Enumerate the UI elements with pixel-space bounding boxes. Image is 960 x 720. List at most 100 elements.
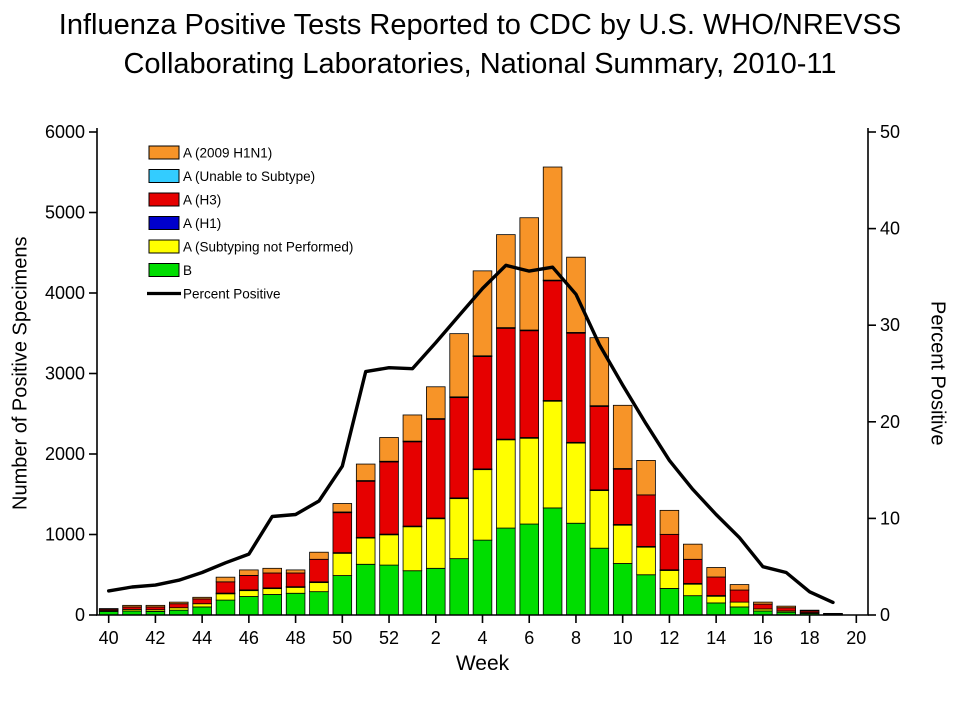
bar-segment — [472, 539, 493, 616]
bar-segment — [753, 603, 773, 610]
bar-segment — [169, 601, 189, 605]
bar-segment — [309, 551, 329, 560]
bar-segment — [636, 574, 656, 616]
bar-segment — [332, 575, 353, 616]
x-tick-label: 20 — [846, 628, 866, 648]
bar-segment — [683, 583, 703, 597]
bar-segment — [402, 414, 423, 442]
bar-segment — [729, 606, 750, 616]
y-left-tick-label: 6000 — [45, 122, 85, 142]
x-tick-label: 44 — [192, 628, 212, 648]
y-right-tick-label: 20 — [880, 412, 900, 432]
bar-segment — [239, 569, 259, 576]
bar-segment — [379, 461, 399, 535]
bar-segment — [472, 468, 493, 541]
y-left-tick-label: 3000 — [45, 364, 85, 384]
bar-segment — [332, 511, 353, 554]
bar-segment — [472, 355, 493, 470]
bar-segment — [169, 603, 189, 609]
bar-segment — [355, 480, 376, 538]
bar-segment — [496, 327, 516, 440]
bar-segment — [636, 546, 656, 576]
x-tick-label: 42 — [145, 628, 165, 648]
y-right-tick-label: 0 — [880, 605, 890, 625]
bar-segment — [612, 404, 633, 469]
bar-segment — [355, 537, 376, 565]
right-axis-title: Percent Positive — [926, 301, 949, 446]
bar-segment — [426, 418, 446, 519]
bar-segment — [659, 569, 680, 589]
x-tick-label: 40 — [99, 628, 119, 648]
x-tick-label: 50 — [332, 628, 352, 648]
bar-segment — [683, 595, 703, 616]
bar-segment — [566, 522, 586, 616]
x-tick-label: 4 — [477, 628, 487, 648]
y-right-tick-label: 50 — [880, 122, 900, 142]
legend-swatch — [148, 239, 180, 254]
bar-segment — [729, 584, 750, 591]
legend-swatch — [148, 216, 180, 230]
legend-label: A (Unable to Subtype) — [183, 169, 315, 184]
bar-segment — [215, 576, 236, 583]
bar-segment — [262, 572, 282, 589]
bar-segment — [262, 567, 282, 574]
bar-segment — [589, 405, 610, 491]
legend-label: B — [183, 263, 192, 278]
bar-segment — [309, 591, 329, 616]
bar-segment — [566, 332, 586, 443]
bar-segment — [379, 564, 399, 616]
bar-segment — [636, 494, 656, 547]
bar-segment — [309, 581, 329, 593]
bar-segment — [239, 596, 259, 616]
bar-segment — [285, 592, 306, 616]
bar-segment — [355, 463, 376, 481]
bar-segment — [542, 400, 563, 509]
bar-segment — [729, 601, 750, 608]
x-tick-label: 12 — [659, 628, 679, 648]
bar-segment — [192, 603, 212, 608]
bar-segment — [729, 589, 750, 603]
bar-segment — [239, 574, 259, 591]
bar-segment — [706, 595, 726, 604]
chart-title-line1: Influenza Positive Tests Reported to CDC… — [58, 9, 902, 41]
bar-segment — [379, 437, 399, 462]
x-tick-label: 16 — [753, 628, 773, 648]
bar-segment — [542, 166, 563, 281]
legend-swatch — [148, 169, 180, 183]
bar-segment — [706, 602, 726, 616]
legend-label: Percent Positive — [183, 287, 281, 302]
bar-segment — [519, 217, 539, 331]
bar-segment — [426, 517, 446, 569]
bar-segment — [612, 524, 633, 564]
y-left-tick-label: 1000 — [45, 525, 85, 545]
bar-segment — [519, 437, 539, 525]
bar-segment — [612, 563, 633, 616]
bar-segment — [659, 588, 680, 616]
bar-segment — [402, 441, 423, 527]
bar-segment — [449, 396, 469, 499]
bar-segment — [683, 543, 703, 560]
bar-segment — [496, 439, 516, 529]
bar-segment — [309, 558, 329, 583]
bar-segment — [145, 604, 166, 608]
x-tick-label: 6 — [524, 628, 534, 648]
bar-segment — [636, 460, 656, 496]
bar-segment — [426, 567, 446, 616]
legend-swatch — [148, 192, 180, 207]
bar-segment — [706, 576, 726, 596]
bar-segment — [589, 547, 610, 616]
y-left-tick-label: 5000 — [45, 203, 85, 223]
bar-segment — [355, 563, 376, 616]
bar-segment — [776, 607, 796, 612]
bar-segment — [612, 468, 633, 525]
x-tick-label: 8 — [571, 628, 581, 648]
bar-segment — [659, 533, 680, 571]
bar-segment — [589, 489, 610, 549]
legend-swatch — [148, 263, 180, 277]
bar-segment — [542, 280, 563, 401]
bar-segment — [215, 581, 236, 594]
bar-segment — [145, 606, 166, 611]
bar-segment — [379, 534, 399, 566]
